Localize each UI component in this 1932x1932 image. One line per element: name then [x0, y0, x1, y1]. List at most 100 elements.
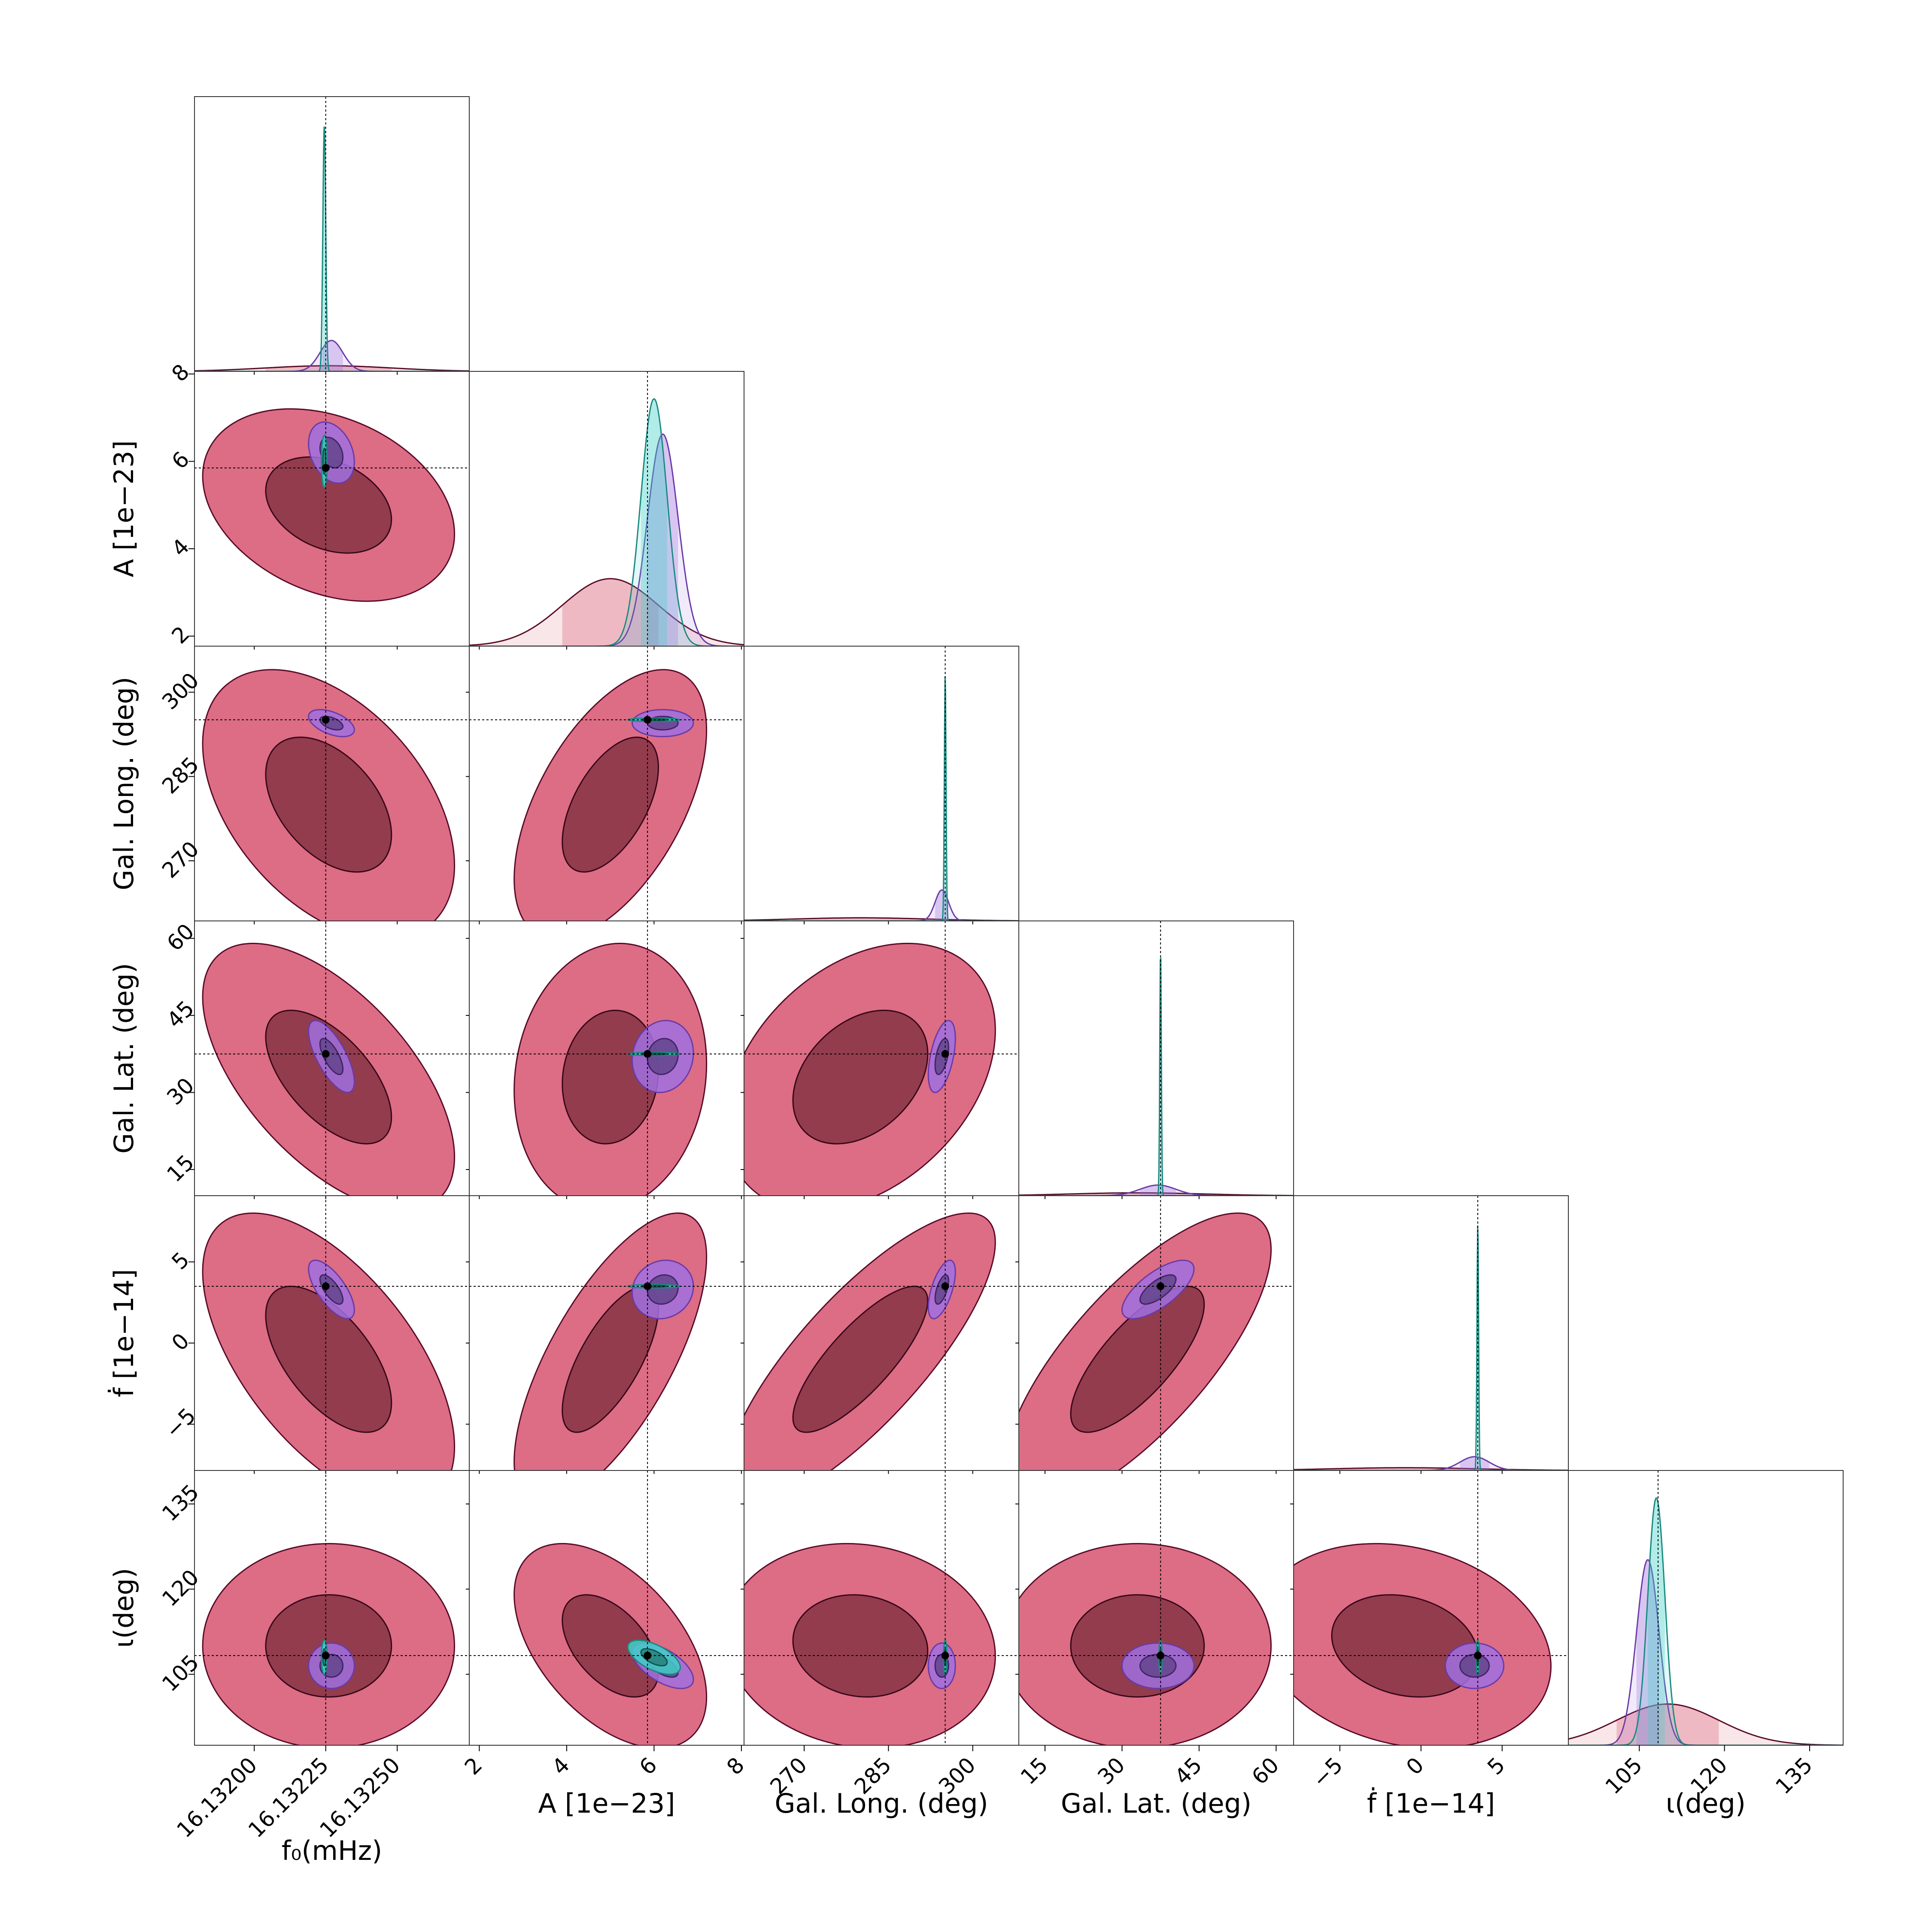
diagonal-panel	[744, 646, 1019, 921]
x-axis-label: ι(deg)	[1666, 1788, 1746, 1819]
x-axis-label: ḟ [1e−14]	[1367, 1787, 1495, 1819]
marginal-fill	[1019, 1185, 1294, 1196]
y-axis-label: ḟ [1e−14]	[108, 1269, 140, 1397]
pair-panel	[1019, 1196, 1294, 1470]
marginal-interval	[1648, 1498, 1665, 1745]
diagonal-panel	[1568, 1470, 1843, 1745]
contour-inner	[265, 736, 392, 873]
marginal-fill	[744, 890, 1019, 921]
x-tick-label: 30	[1093, 1753, 1130, 1789]
pair-panel	[744, 1196, 1019, 1470]
truth-point	[941, 1282, 949, 1290]
marginal-interval	[1616, 1704, 1719, 1745]
marginal-curve	[194, 126, 469, 371]
y-tick-label: 60	[162, 919, 199, 956]
diagonal-panel	[469, 371, 744, 646]
marginal-fill	[744, 676, 1019, 921]
x-axis-label: f₀(mHz)	[282, 1835, 383, 1866]
pair-panel	[469, 646, 744, 921]
marginal-fill	[469, 434, 744, 646]
panel-frame	[1018, 920, 1294, 1196]
marginal-curve	[1568, 1559, 1843, 1745]
contour-inner	[792, 1594, 929, 1698]
truth-point	[322, 464, 330, 472]
marginal-fill	[1568, 1560, 1843, 1745]
truth-point	[941, 1652, 949, 1660]
marginal-curve	[744, 676, 1019, 921]
contour-inner	[1070, 1285, 1205, 1433]
x-tick-label: 15	[1016, 1753, 1053, 1789]
panel-frame	[744, 646, 1019, 921]
truth-point	[644, 1050, 652, 1058]
marginal-interval	[562, 578, 659, 646]
contour-inner	[647, 1274, 679, 1305]
y-tick-label: 8	[167, 359, 194, 387]
truth-point	[322, 1282, 330, 1290]
marginal-curve	[469, 578, 744, 646]
pair-panel	[194, 1196, 469, 1470]
pair-panel	[469, 1196, 744, 1470]
x-tick-label: 6	[635, 1753, 662, 1780]
y-axis-label: ι(deg)	[108, 1568, 140, 1648]
marginal-curve	[744, 917, 1019, 921]
x-axis-label: Gal. Lat. (deg)	[1061, 1788, 1252, 1819]
marginal-fill	[1568, 1498, 1843, 1745]
x-tick-label: 4	[547, 1753, 574, 1780]
contour-inner	[792, 1285, 929, 1433]
diagonal-panel	[1294, 1196, 1568, 1470]
truth-point	[644, 716, 652, 724]
panel-frame	[1568, 1470, 1844, 1746]
contour-inner	[1459, 1653, 1490, 1678]
truth-point	[1474, 1652, 1482, 1660]
pair-panel	[194, 1470, 469, 1745]
marginal-curve	[194, 340, 469, 371]
marginal-curve	[194, 365, 469, 371]
panel-frame	[1293, 1195, 1569, 1471]
truth-point	[644, 1282, 652, 1290]
contour-inner	[562, 1594, 659, 1698]
x-tick-label: 0	[1401, 1753, 1429, 1780]
pair-panel	[469, 921, 744, 1196]
truth-point	[1157, 1652, 1165, 1660]
x-tick-label: 5	[1482, 1753, 1510, 1780]
x-axis-label: Gal. Long. (deg)	[775, 1788, 988, 1819]
pair-panel	[194, 371, 469, 646]
x-axis-label: A [1e−23]	[538, 1788, 675, 1819]
marginal-curve	[1019, 1192, 1294, 1196]
pair-panel	[194, 646, 469, 921]
panel-frame	[194, 96, 470, 372]
truth-point	[322, 716, 330, 724]
y-tick-label: 285	[157, 752, 204, 799]
y-axis-label: Gal. Lat. (deg)	[108, 963, 140, 1154]
y-tick-label: 2	[167, 621, 194, 649]
x-tick-label: 60	[1247, 1753, 1284, 1789]
y-tick-label: 6	[167, 447, 194, 474]
contour-inner	[265, 1285, 392, 1433]
pair-panel	[1019, 1470, 1294, 1745]
marginal-fill	[1568, 1704, 1843, 1745]
truth-point	[1157, 1282, 1165, 1290]
marginal-fill	[1019, 957, 1294, 1196]
y-tick-label: 15	[162, 1150, 199, 1187]
marginal-fill	[469, 578, 744, 646]
x-tick-label: 2	[460, 1753, 487, 1780]
x-tick-label: 45	[1170, 1753, 1207, 1789]
marginal-curve	[1019, 957, 1294, 1196]
contour-inner	[562, 736, 659, 873]
truth-point	[322, 1652, 330, 1660]
y-tick-label: 105	[157, 1650, 204, 1696]
marginal-curve	[1568, 1703, 1843, 1745]
diagonal-panel	[1019, 921, 1294, 1196]
y-axis-label: Gal. Long. (deg)	[108, 677, 140, 890]
y-tick-label: 4	[167, 534, 194, 562]
marginal-interval	[647, 434, 678, 646]
marginal-fill	[1294, 1225, 1568, 1470]
marginal-curve	[1294, 1467, 1568, 1470]
y-tick-label: 300	[157, 668, 204, 714]
y-tick-label: 45	[162, 996, 199, 1033]
marginal-curve	[1294, 1225, 1568, 1470]
diagonal-panel	[194, 97, 469, 371]
y-tick-label: 0	[167, 1328, 194, 1356]
